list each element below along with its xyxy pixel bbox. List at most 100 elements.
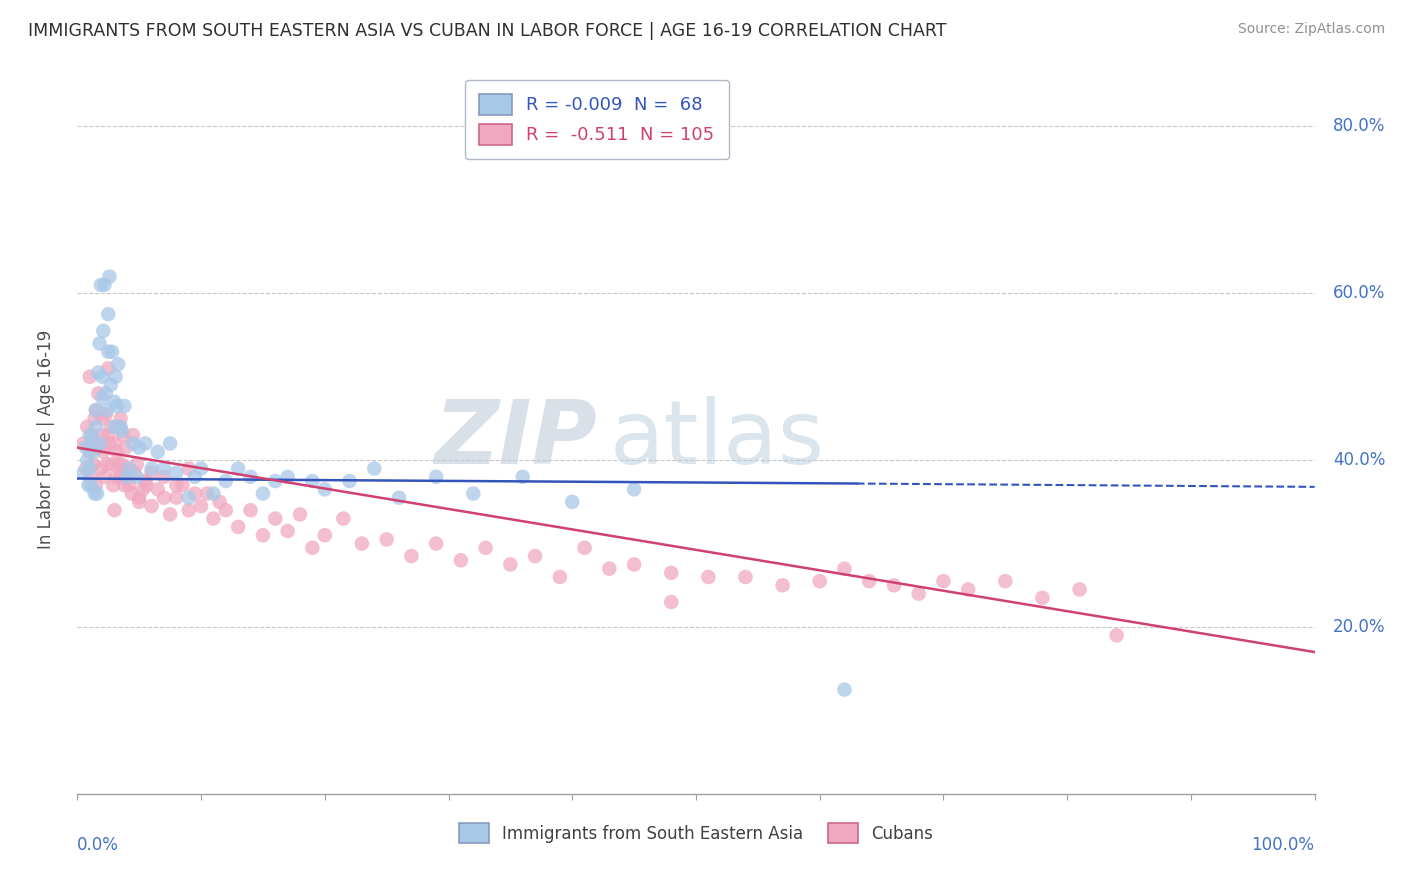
- Point: [858, 574, 880, 589]
- Point: [97, 344, 120, 359]
- Point: [104, 369, 127, 384]
- Point: [96, 403, 118, 417]
- Point: [80, 470, 103, 484]
- Point: [184, 486, 207, 500]
- Point: [834, 682, 856, 697]
- Point: [252, 486, 274, 500]
- Point: [84, 403, 107, 417]
- Point: [907, 587, 929, 601]
- Point: [772, 578, 794, 592]
- Point: [215, 474, 238, 488]
- Text: 20.0%: 20.0%: [1333, 618, 1386, 636]
- Point: [288, 508, 311, 522]
- Point: [80, 478, 103, 492]
- Point: [79, 445, 101, 459]
- Point: [128, 441, 150, 455]
- Point: [388, 491, 411, 505]
- Point: [96, 458, 118, 472]
- Point: [103, 503, 125, 517]
- Point: [121, 486, 143, 500]
- Point: [141, 499, 163, 513]
- Point: [165, 478, 187, 492]
- Point: [226, 520, 249, 534]
- Point: [363, 461, 385, 475]
- Point: [350, 536, 373, 550]
- Point: [115, 461, 138, 475]
- Point: [159, 508, 181, 522]
- Point: [524, 549, 547, 563]
- Point: [115, 461, 138, 475]
- Point: [110, 470, 132, 484]
- Point: [195, 486, 218, 500]
- Point: [598, 561, 620, 575]
- Point: [108, 419, 131, 434]
- Point: [561, 495, 583, 509]
- Point: [112, 428, 135, 442]
- Point: [89, 336, 111, 351]
- Text: 40.0%: 40.0%: [1333, 451, 1385, 469]
- Point: [202, 486, 225, 500]
- Point: [91, 391, 114, 405]
- Point: [111, 458, 134, 472]
- Point: [105, 399, 128, 413]
- Point: [425, 536, 447, 550]
- Point: [104, 470, 127, 484]
- Point: [463, 486, 485, 500]
- Point: [425, 470, 447, 484]
- Point: [112, 399, 135, 413]
- Point: [301, 541, 323, 555]
- Point: [697, 570, 720, 584]
- Point: [94, 407, 117, 421]
- Point: [72, 466, 94, 480]
- Point: [177, 491, 200, 505]
- Point: [339, 474, 361, 488]
- Text: 0.0%: 0.0%: [77, 837, 120, 855]
- Point: [277, 524, 299, 538]
- Point: [101, 458, 124, 472]
- Point: [159, 436, 181, 450]
- Point: [808, 574, 831, 589]
- Point: [332, 511, 354, 525]
- Text: In Labor Force | Age 16-19: In Labor Force | Age 16-19: [38, 330, 55, 549]
- Point: [1069, 582, 1091, 597]
- Point: [82, 445, 104, 459]
- Point: [134, 436, 156, 450]
- Point: [118, 461, 141, 475]
- Point: [79, 461, 101, 475]
- Point: [110, 411, 132, 425]
- Point: [107, 357, 129, 371]
- Point: [93, 277, 115, 292]
- Text: atlas: atlas: [609, 396, 824, 483]
- Point: [98, 269, 121, 284]
- Point: [734, 570, 756, 584]
- Point: [84, 419, 107, 434]
- Legend: Immigrants from South Eastern Asia, Cubans: Immigrants from South Eastern Asia, Cuba…: [451, 817, 941, 849]
- Point: [87, 386, 110, 401]
- Point: [165, 466, 187, 480]
- Point: [86, 436, 108, 450]
- Point: [239, 470, 262, 484]
- Point: [91, 369, 114, 384]
- Point: [128, 495, 150, 509]
- Point: [114, 441, 136, 455]
- Point: [89, 436, 111, 450]
- Point: [103, 478, 125, 492]
- Point: [82, 433, 104, 447]
- Point: [76, 419, 98, 434]
- Point: [82, 428, 104, 442]
- Text: ZIP: ZIP: [434, 396, 598, 483]
- Point: [79, 428, 101, 442]
- Point: [103, 436, 125, 450]
- Point: [100, 419, 122, 434]
- Point: [314, 483, 336, 497]
- Point: [301, 474, 323, 488]
- Point: [659, 595, 682, 609]
- Point: [77, 478, 100, 492]
- Point: [134, 474, 156, 488]
- Point: [277, 470, 299, 484]
- Point: [118, 478, 141, 492]
- Point: [75, 441, 97, 455]
- Text: IMMIGRANTS FROM SOUTH EASTERN ASIA VS CUBAN IN LABOR FORCE | AGE 16-19 CORRELATI: IMMIGRANTS FROM SOUTH EASTERN ASIA VS CU…: [28, 22, 946, 40]
- Point: [994, 574, 1017, 589]
- Point: [153, 491, 176, 505]
